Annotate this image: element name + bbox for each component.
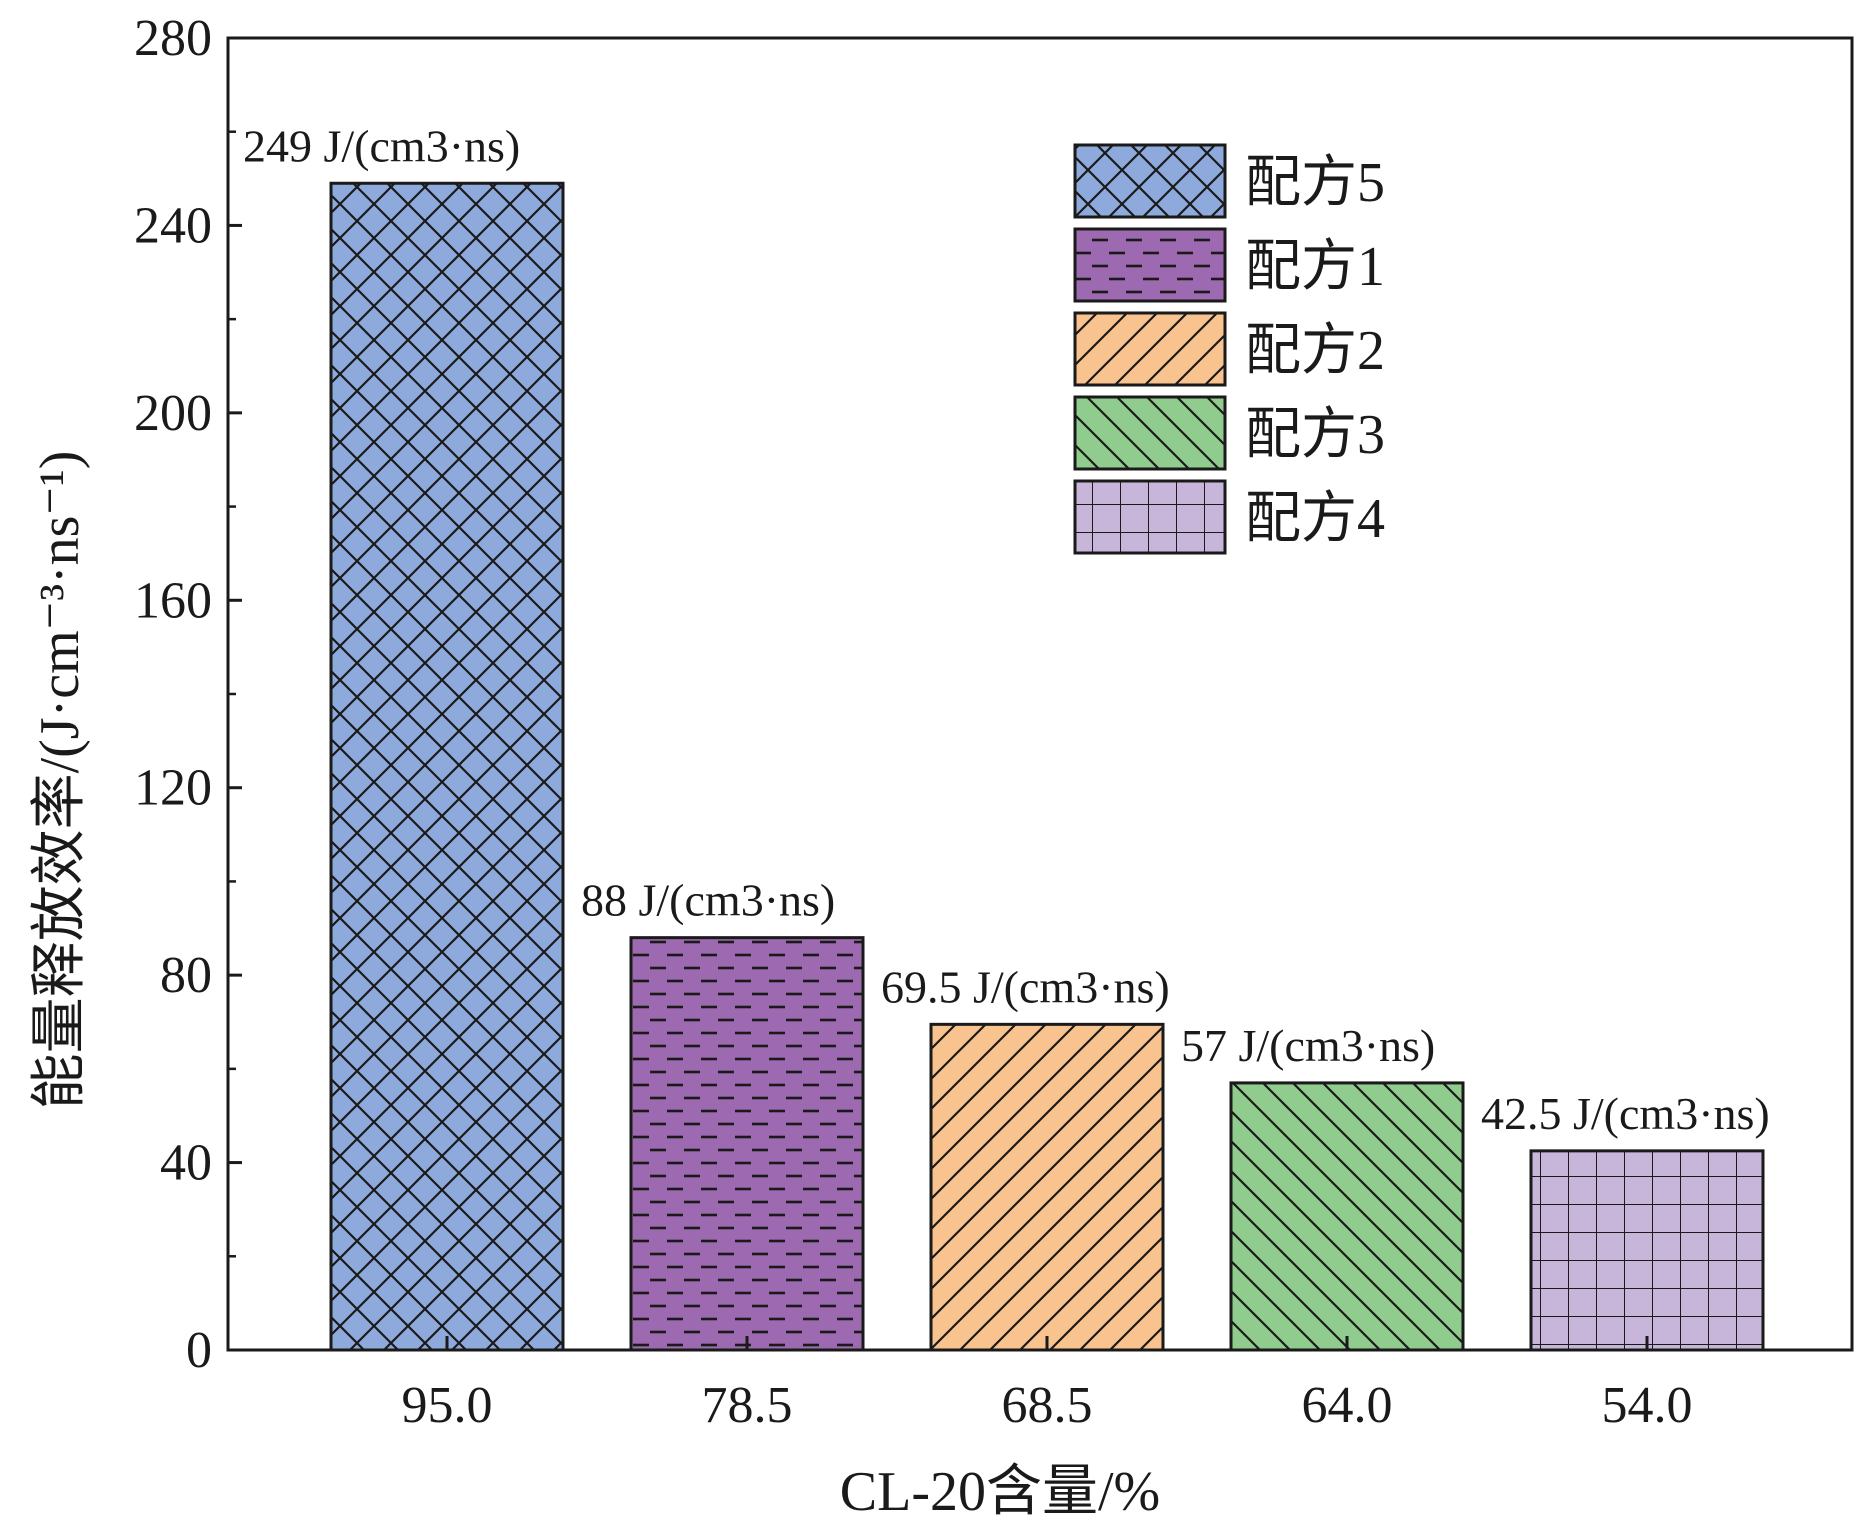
legend-label: 配方1 — [1245, 236, 1385, 298]
x-tick-label: 54.0 — [1602, 1377, 1693, 1434]
y-tick-label: 40 — [160, 1135, 212, 1192]
x-tick-label: 78.5 — [702, 1377, 793, 1434]
data-label: 69.5 J/(cm3·ns) — [881, 961, 1170, 1012]
y-tick-label: 160 — [134, 572, 212, 629]
legend-swatch — [1073, 227, 1227, 303]
x-axis-title: CL-20含量/% — [840, 1461, 1160, 1523]
legend-swatch — [1073, 479, 1227, 555]
bar — [1229, 1081, 1465, 1352]
y-tick-label: 0 — [186, 1322, 212, 1379]
legend-swatch — [1073, 395, 1227, 471]
x-tick-label: 95.0 — [402, 1377, 493, 1434]
bar — [1529, 1149, 1765, 1352]
y-axis-title: 能量释放效率/(J·cm⁻³·ns⁻¹) — [29, 451, 91, 1110]
data-label: 42.5 J/(cm3·ns) — [1481, 1088, 1770, 1139]
y-tick-label: 280 — [134, 10, 212, 67]
legend-swatch — [1073, 311, 1227, 387]
x-tick-label: 68.5 — [1002, 1377, 1093, 1434]
legend-label: 配方3 — [1245, 404, 1385, 466]
y-tick-label: 120 — [134, 760, 212, 817]
legend-label: 配方5 — [1245, 152, 1385, 214]
legend-label: 配方4 — [1245, 488, 1385, 550]
bar — [329, 181, 565, 1352]
y-tick-label: 80 — [160, 947, 212, 1004]
y-tick-label: 240 — [134, 197, 212, 254]
data-label: 249 J/(cm3·ns) — [243, 120, 520, 171]
x-tick-label: 64.0 — [1302, 1377, 1393, 1434]
data-label: 88 J/(cm3·ns) — [581, 875, 835, 926]
legend-swatch — [1073, 143, 1227, 219]
legend-label: 配方2 — [1245, 320, 1385, 382]
data-label: 57 J/(cm3·ns) — [1181, 1020, 1435, 1071]
bar — [929, 1022, 1165, 1352]
bar — [629, 936, 865, 1352]
y-tick-label: 200 — [134, 385, 212, 442]
